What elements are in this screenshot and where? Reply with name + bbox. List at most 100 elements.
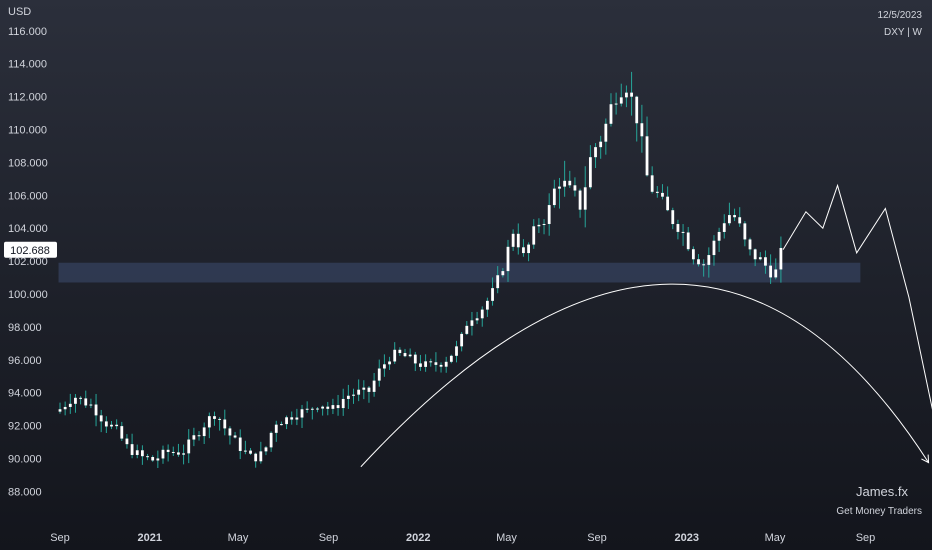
candle-body xyxy=(120,426,124,439)
candle-body xyxy=(748,239,752,250)
y-tick-label: 100.000 xyxy=(8,289,48,301)
candle-body xyxy=(604,123,608,142)
candle-body xyxy=(563,180,567,187)
candle-body xyxy=(398,349,402,354)
candle-body xyxy=(640,123,644,137)
candle-body xyxy=(444,361,448,367)
candle-body xyxy=(259,451,263,462)
candle-body xyxy=(645,136,649,176)
candle-body xyxy=(305,408,309,410)
candle-body xyxy=(171,451,175,453)
price-badge-value: 102.688 xyxy=(10,245,50,257)
candle-body xyxy=(743,223,747,240)
candle-body xyxy=(429,361,433,363)
candle-body xyxy=(655,191,659,193)
candle-body xyxy=(480,309,484,319)
candle-body xyxy=(341,398,345,409)
candle-body xyxy=(135,450,139,455)
candle-body xyxy=(254,453,258,462)
currency-label: USD xyxy=(8,6,31,18)
x-tick-label: 2023 xyxy=(675,532,699,544)
candle-body xyxy=(140,450,144,457)
candle-body xyxy=(465,325,469,334)
candle-body xyxy=(501,271,505,276)
candle-body xyxy=(58,409,62,412)
candle-body xyxy=(676,224,680,232)
candle-body xyxy=(336,405,340,409)
x-tick-label: May xyxy=(228,532,249,544)
candle-body xyxy=(728,215,731,224)
candle-body xyxy=(568,180,572,186)
candle-body xyxy=(408,354,412,357)
candle-body xyxy=(470,320,474,326)
candle-body xyxy=(733,215,736,218)
candle-body xyxy=(764,257,767,266)
candle-body xyxy=(269,432,273,448)
candle-body xyxy=(671,210,675,225)
candle-body xyxy=(496,275,500,289)
candle-body xyxy=(753,249,757,260)
candle-body xyxy=(491,288,494,301)
candle-body xyxy=(588,157,592,188)
candle-body xyxy=(68,403,72,407)
projection-arc xyxy=(360,283,930,468)
candle-body xyxy=(218,418,222,420)
y-tick-label: 112.000 xyxy=(8,92,47,104)
candle-body xyxy=(300,409,304,418)
candle-body xyxy=(223,419,227,429)
candle-body xyxy=(578,190,582,210)
candle-body xyxy=(388,361,391,365)
candle-body xyxy=(666,196,670,211)
candle-body xyxy=(233,435,237,438)
y-axis: 116.000 114.000 112.000 110.000 108.000 106.0… xyxy=(8,26,48,499)
candle-body xyxy=(280,424,283,426)
candle-body xyxy=(439,364,443,367)
y-tick-label: 114.000 xyxy=(8,59,47,71)
candle-body xyxy=(264,447,268,452)
candle-body xyxy=(285,417,288,425)
candle-body xyxy=(94,404,98,416)
candle-body xyxy=(558,186,561,189)
candle-body xyxy=(697,259,700,265)
candle-body xyxy=(274,424,278,433)
candle-body xyxy=(197,435,201,437)
x-tick-label: May xyxy=(496,532,517,544)
candle-body xyxy=(238,437,242,451)
candle-body xyxy=(321,406,325,409)
candle-body xyxy=(115,424,119,427)
candle-body xyxy=(686,232,690,250)
candle-body xyxy=(424,361,428,367)
candle-body xyxy=(717,231,721,241)
candle-body xyxy=(213,416,216,419)
candle-body xyxy=(630,92,633,97)
candle-body xyxy=(691,249,695,260)
candle-body xyxy=(702,264,706,266)
candle-body xyxy=(357,389,361,395)
candle-body xyxy=(594,147,597,158)
candle-body xyxy=(161,449,165,459)
candle-body xyxy=(228,428,232,436)
candle-body xyxy=(377,368,381,381)
candle-body xyxy=(383,364,386,369)
candle-body xyxy=(393,349,397,362)
candle-body xyxy=(104,421,108,427)
candle-body xyxy=(202,427,206,437)
price-badge: 102.688 xyxy=(4,241,57,258)
x-tick-label: 2021 xyxy=(138,532,162,544)
author-watermark: James.fx xyxy=(856,484,909,499)
candle-body xyxy=(156,458,160,461)
candle-body xyxy=(166,449,170,452)
candle-body xyxy=(310,408,314,410)
chart-date: 12/5/2023 xyxy=(878,10,923,21)
y-tick-label: 106.000 xyxy=(8,190,48,202)
candle-body xyxy=(316,408,319,410)
candle-body xyxy=(130,444,134,455)
candle-body xyxy=(650,175,654,192)
tagline-watermark: Get Money Traders xyxy=(836,506,922,517)
y-tick-label: 92.000 xyxy=(8,421,42,433)
candle-body xyxy=(552,188,556,206)
candle-body xyxy=(619,97,623,104)
candle-body xyxy=(542,223,546,225)
candle-body xyxy=(532,226,536,245)
